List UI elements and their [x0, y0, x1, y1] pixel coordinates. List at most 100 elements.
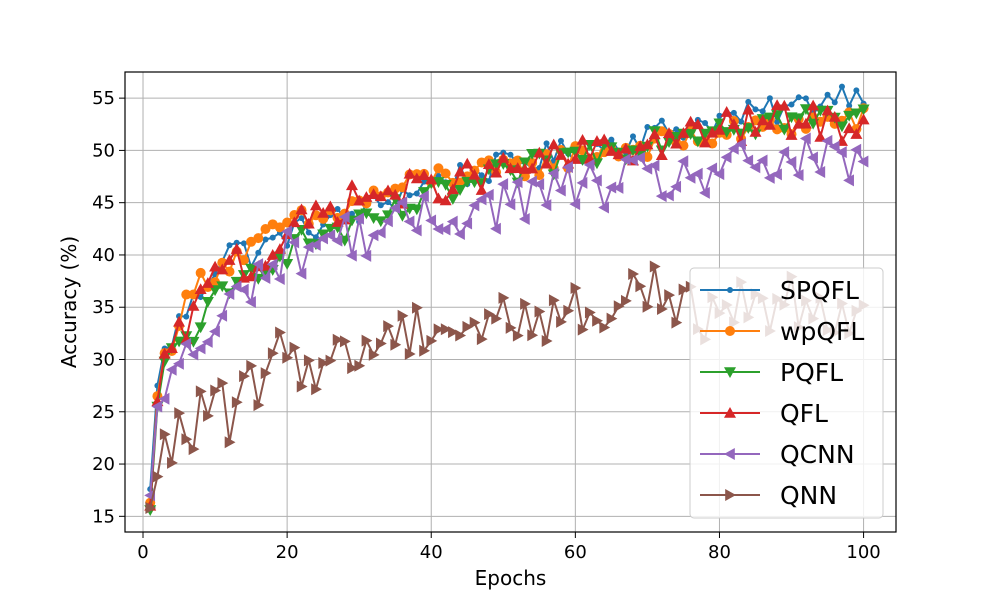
data-point [195, 267, 206, 278]
data-point [691, 136, 704, 148]
data-point [520, 297, 531, 310]
data-point [599, 321, 611, 334]
data-point [317, 229, 330, 241]
data-point [699, 136, 712, 148]
data-point [318, 356, 330, 369]
data-point [332, 333, 344, 346]
data-point [613, 300, 625, 313]
data-point [302, 217, 315, 229]
y-tick-label: 50 [92, 140, 115, 161]
data-point [295, 267, 307, 280]
data-point [259, 272, 271, 285]
legend-marker [725, 326, 735, 336]
data-point [577, 323, 589, 336]
data-point [619, 153, 631, 166]
data-point [433, 163, 444, 174]
data-point [216, 263, 229, 275]
data-point [461, 217, 473, 230]
data-point [347, 362, 358, 375]
data-point [440, 168, 451, 179]
data-point [824, 91, 831, 98]
data-point [562, 161, 573, 174]
data-point [425, 173, 438, 185]
data-point [194, 322, 207, 334]
data-point [846, 102, 853, 109]
data-point [289, 341, 301, 354]
data-point [201, 335, 213, 348]
data-point [382, 215, 393, 228]
data-point [145, 501, 157, 514]
data-point [799, 104, 812, 116]
data-point [253, 399, 265, 412]
data-point [771, 99, 784, 111]
data-point [749, 161, 761, 174]
data-point [691, 118, 704, 130]
data-point [554, 184, 566, 197]
data-point [367, 188, 380, 200]
data-point [412, 301, 423, 314]
data-point [843, 122, 856, 134]
data-point [194, 342, 206, 355]
data-point [563, 304, 575, 317]
data-point [857, 104, 870, 116]
data-point [152, 470, 164, 483]
legend-marker [727, 287, 733, 293]
data-point [677, 155, 689, 168]
data-point [360, 208, 373, 220]
data-point [181, 433, 193, 446]
data-point [497, 178, 509, 191]
data-point [439, 194, 452, 206]
data-point [374, 226, 386, 239]
data-point [375, 337, 387, 350]
data-point [181, 289, 192, 300]
data-point [629, 133, 636, 140]
data-point [354, 359, 366, 372]
data-point [663, 189, 674, 202]
data-point [727, 142, 739, 155]
data-point [223, 288, 235, 301]
data-point [353, 209, 366, 221]
data-point [605, 181, 617, 194]
data-point [454, 165, 467, 177]
data-point [282, 351, 294, 364]
data-point [850, 128, 863, 139]
data-point [209, 285, 222, 297]
data-point [230, 243, 243, 254]
data-point [752, 106, 759, 113]
axis-ticks: 0 20 40 60 80 100 15 20 25 30 35 40 45 50 55 [92, 88, 881, 563]
legend-label: QNN [780, 481, 837, 510]
data-point [325, 354, 337, 367]
data-point [526, 162, 539, 174]
data-point [339, 335, 351, 348]
data-point [814, 166, 826, 179]
data-point [226, 242, 233, 249]
data-point [583, 158, 595, 171]
data-point [713, 168, 725, 181]
data-point [590, 174, 602, 187]
data-point [727, 118, 740, 130]
data-point [151, 400, 163, 413]
data-point [158, 347, 171, 359]
data-point [432, 177, 445, 188]
data-point [462, 320, 474, 333]
data-point [275, 326, 286, 339]
data-point [556, 315, 567, 328]
series-line-qcnn [149, 137, 865, 496]
data-point [217, 377, 229, 390]
data-point [785, 155, 797, 168]
data-point [557, 137, 564, 144]
data-point [484, 308, 495, 321]
data-point [446, 194, 459, 205]
data-point [642, 300, 654, 313]
data-point [302, 241, 314, 254]
data-point [469, 316, 481, 329]
data-point [309, 199, 322, 211]
data-point [305, 229, 312, 236]
data-point [512, 329, 524, 342]
data-point [628, 267, 639, 280]
data-point [655, 190, 667, 203]
legend: SPQFL wpQFL PQFL QFL QCNN QNN [689, 267, 884, 519]
data-point [403, 167, 416, 179]
data-point [771, 168, 782, 181]
data-point [612, 148, 625, 160]
